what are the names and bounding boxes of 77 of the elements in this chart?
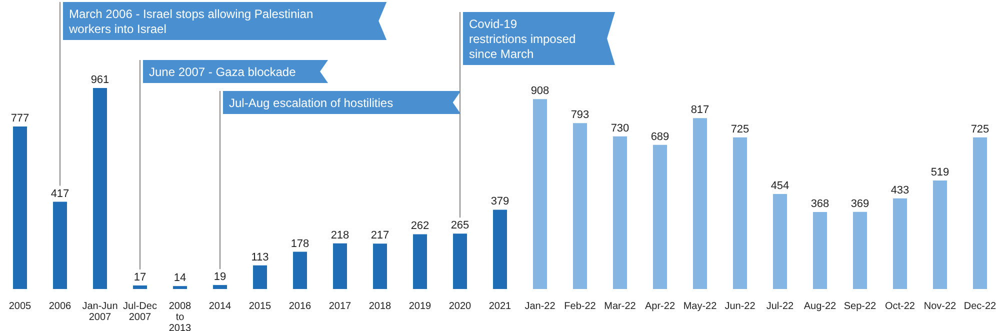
bar [933, 180, 947, 289]
bar [493, 210, 507, 289]
bar [333, 243, 347, 289]
data-label: 369 [850, 198, 870, 210]
bar [733, 137, 747, 289]
bar [653, 144, 667, 289]
x-tick-label: Feb-22 [564, 301, 596, 312]
data-label: 379 [490, 196, 510, 208]
data-label: 730 [610, 122, 630, 134]
data-label: 725 [970, 123, 990, 136]
bar [53, 202, 67, 289]
bar [13, 126, 27, 289]
x-tick-label: 2006 [48, 301, 72, 312]
x-tick-label: Jul-22 [766, 301, 794, 312]
bar [373, 244, 387, 289]
data-label: 14 [174, 272, 186, 284]
data-label: 725 [730, 123, 750, 136]
bar [853, 212, 867, 289]
bar [813, 212, 827, 289]
x-tick-label: 2015 [248, 301, 272, 312]
x-tick-label: 2016 [288, 301, 312, 312]
bar [213, 285, 227, 289]
data-label: 262 [410, 220, 430, 232]
x-tick-label: Sep-22 [844, 301, 877, 312]
data-label: 519 [930, 166, 950, 178]
x-tick-label: Nov-22 [924, 301, 957, 312]
data-label: 777 [10, 112, 30, 124]
x-tick-label: 2005 [8, 301, 32, 312]
bar [573, 123, 587, 289]
x-tick-label: Jan-22 [524, 301, 556, 312]
x-tick-label: Mar-22 [604, 301, 636, 312]
bar [533, 99, 547, 289]
bar [973, 137, 987, 289]
bar [773, 194, 787, 289]
data-label: 113 [251, 251, 269, 264]
x-tick-label: Oct-22 [884, 301, 916, 312]
data-label: 793 [570, 109, 590, 122]
data-label: 218 [330, 229, 350, 242]
x-tick-label: Jan-Jun 2007 [82, 301, 118, 323]
data-label: 689 [650, 130, 670, 143]
x-tick-label: 2018 [368, 301, 392, 312]
bar [693, 118, 707, 289]
data-label: 368 [810, 198, 830, 210]
data-label: 961 [90, 74, 110, 86]
x-tick-label: Dec-22 [964, 301, 997, 312]
text: Covid-19 restrictions imposed since March [469, 17, 576, 61]
bar [133, 285, 147, 289]
data-label: 817 [690, 104, 710, 116]
x-tick-label: 2014 [208, 301, 232, 312]
bar [613, 136, 627, 289]
bar [453, 234, 467, 289]
bar [173, 286, 187, 289]
x-tick-label: 2021 [488, 301, 512, 312]
data-label: 454 [770, 180, 790, 192]
data-label: 178 [290, 238, 310, 250]
data-label: 908 [530, 85, 550, 98]
x-tick-label: 2017 [328, 301, 352, 312]
x-tick-label: Aug-22 [804, 301, 837, 312]
x-tick-label: Apr-22 [644, 301, 676, 312]
data-label: 17 [134, 271, 146, 284]
x-tick-label: 2019 [408, 301, 432, 312]
data-label: 265 [450, 220, 470, 232]
bar [893, 198, 907, 289]
x-tick-label: Jun-22 [724, 301, 756, 312]
bar [413, 234, 427, 289]
annotation: Jul-Aug escalation of hostilities [229, 96, 394, 110]
x-tick-label: Jul-Dec 2007 [123, 301, 157, 323]
bar [93, 88, 107, 289]
x-tick-label: May-22 [683, 301, 718, 312]
x-tick-label: 2020 [448, 301, 472, 312]
data-label: 433 [890, 184, 910, 196]
x-tick-label: 2008 to 2013 [168, 301, 192, 331]
bar [293, 252, 307, 289]
data-label: 19 [214, 271, 226, 284]
data-label: 217 [370, 230, 390, 242]
bar [253, 265, 267, 289]
data-label: 417 [50, 188, 70, 200]
